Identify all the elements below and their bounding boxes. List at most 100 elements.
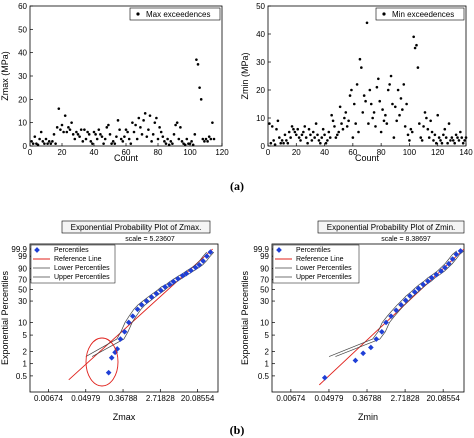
pmin-percentile-point [373,336,380,342]
max-ytick-label: 0 [23,142,28,151]
pmax-ytick-label: 99.9 [11,245,27,254]
min-point [398,113,401,117]
min-xtick-label: 40 [320,148,329,157]
max-point [139,126,142,129]
max-point [105,126,109,129]
min-point [313,136,316,139]
min-point [337,130,341,134]
min-point [435,141,438,145]
pmin-xtick-label: 20.08554 [426,394,460,403]
max-point [59,128,62,131]
max-point [103,137,107,141]
min-point [310,139,314,142]
max-point [209,137,213,141]
min-point [401,108,404,111]
min-point [350,88,353,92]
pmax-x-axis: 0.00674 0.04979 0.36788 2.71828 20.08554 [34,389,215,403]
pmax-legend-reference: Reference Line [54,256,102,263]
max-point [185,137,189,141]
pmin-legend-upper: Upper Percentiles [296,274,352,281]
min-point [396,88,400,92]
max-point [115,135,118,138]
pmin-percentile-point [407,293,413,299]
max-point [212,137,216,141]
min-ytick-label: 30 [256,58,265,67]
pmin-legend-lower: Lower Percentiles [296,265,352,272]
min-point [275,127,278,131]
min-point [388,83,391,86]
pmax-percentile-point [153,290,160,297]
pmax-legend-upper: Upper Percentiles [54,274,110,281]
max-point [166,137,169,141]
min-point [328,136,332,139]
max-point [33,135,37,138]
pmax-percentile-point [175,275,181,282]
pmax-percentile-point [121,328,128,335]
pmin-percentile-point [411,289,418,295]
pmax-ytick-label: 5 [23,331,28,340]
min-point [412,35,415,39]
max-point [188,142,192,145]
max-point [158,126,161,129]
pmin-ytick-label: 2 [265,347,270,356]
min-point [443,127,447,131]
pmax-percentile-point [204,253,210,259]
pmin-ytick-label: 10 [260,318,269,327]
max-point [174,123,177,127]
min-point [306,141,309,145]
min-point [294,133,298,137]
min-point [280,139,284,142]
max-point [111,140,115,143]
max-point [91,142,94,145]
pmin-percentile-point [352,357,359,364]
max-ytick-label: 10 [18,119,27,128]
min-point [287,130,291,134]
max-point [68,128,72,131]
pmax-ytick-label: 0.5 [16,372,28,381]
min-point [362,94,366,97]
min-point [442,133,445,137]
min-point [282,141,285,145]
pmin-percentile-point [378,328,385,335]
min-point [296,127,300,131]
pmin-scale: scale = 8.38697 [381,236,431,243]
min-point [382,119,386,123]
pmin-percentile-point [442,264,448,271]
min-point [354,122,357,125]
min-point [319,141,322,145]
min-point [463,139,466,142]
max-y-axis: 0 10 20 30 40 50 60 [18,2,33,151]
max-point [207,135,211,138]
min-point [324,141,328,145]
pmin-xtick-label: 2.71828 [391,394,420,403]
min-point [269,141,273,145]
max-point [31,142,35,145]
pmax-ytick-label: 70 [18,276,27,285]
pmax-xtick-label: 2.71828 [146,394,175,403]
max-point [204,137,208,141]
min-point [395,119,399,123]
min-ytick-label: 10 [256,114,265,123]
min-y-axis: 0 10 20 30 40 50 [256,2,271,151]
max-point [62,130,65,134]
max-xtick-label: 40 [90,148,99,157]
min-point [453,141,456,145]
max-point [123,135,126,138]
min-point [283,133,287,137]
min-legend: Min exceedences [375,7,465,21]
max-point [211,121,214,124]
min-point [402,83,406,86]
min-point [338,105,342,109]
pmax-percentile-point [105,369,112,376]
min-point [386,88,390,92]
pmin-ytick-label: 90 [260,264,269,273]
min-scatter-chart: 0 10 20 30 40 50 0 20 40 60 80 100 120 140 Min excee… [240,2,473,163]
min-point [372,111,376,114]
max-point [195,58,198,61]
max-point [92,130,96,134]
pmax-percentile-point [179,272,186,279]
min-point [385,122,389,125]
min-point [444,136,448,139]
max-xtick-label: 0 [28,148,33,157]
max-point [75,130,78,134]
